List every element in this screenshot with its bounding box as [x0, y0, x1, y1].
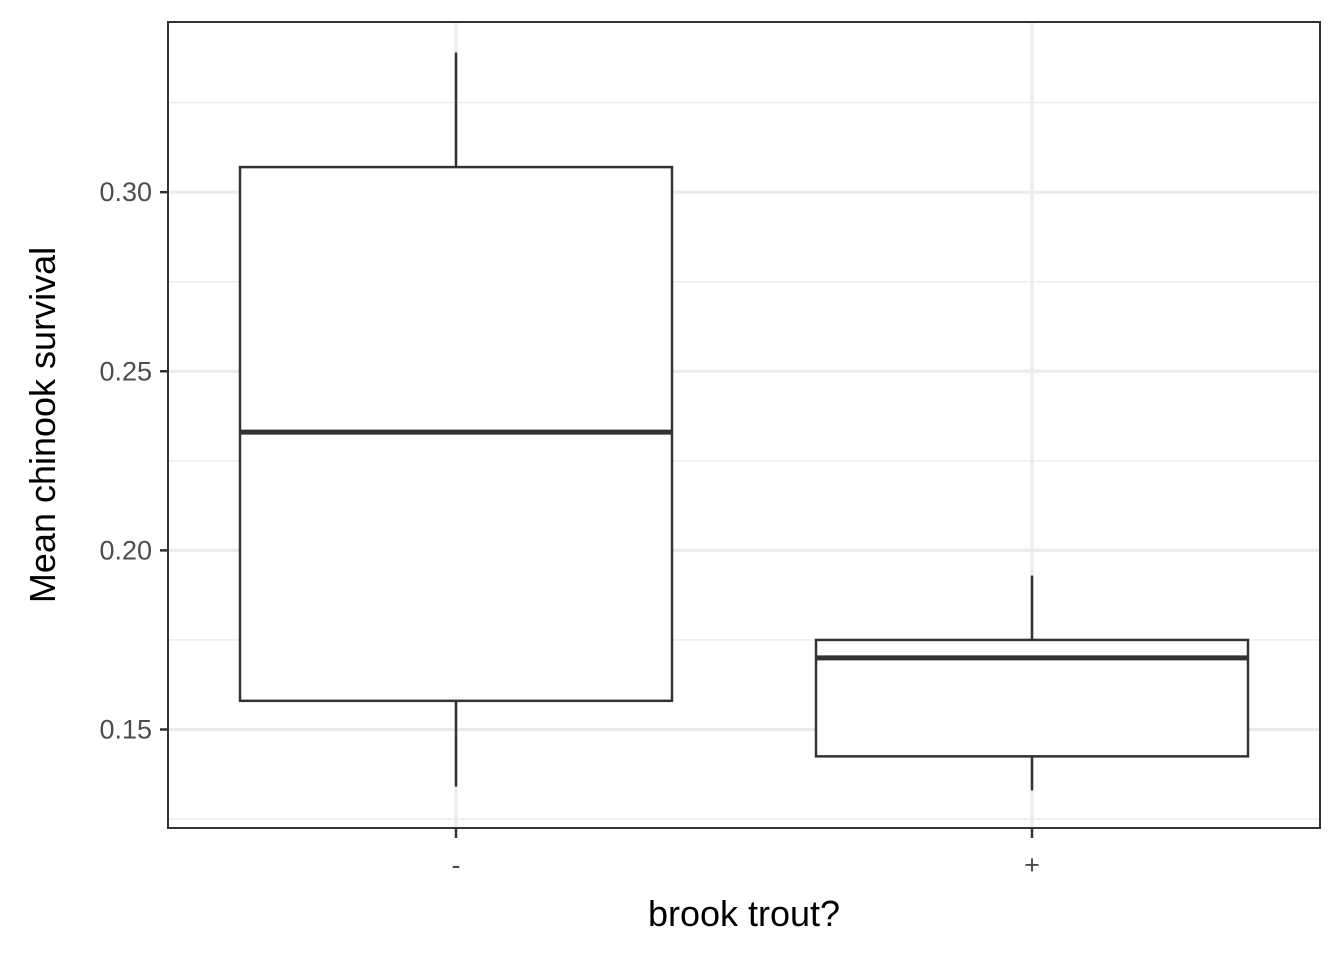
y-tick-label: 0.25 — [99, 356, 152, 386]
y-tick-label: 0.30 — [99, 177, 152, 207]
panel-border — [167, 21, 1321, 829]
y-axis-title: Mean chinook survival — [22, 247, 63, 603]
axis-ticks: 0.15 0.20 0.25 0.30 - + — [99, 177, 1039, 880]
x-tick-label: + — [1024, 850, 1040, 880]
y-tick-label: 0.15 — [99, 714, 152, 744]
boxes — [238, 52, 1250, 791]
y-tick-label: 0.20 — [99, 535, 152, 565]
x-tick-label: - — [452, 850, 461, 880]
x-axis-title: brook trout? — [648, 893, 840, 934]
